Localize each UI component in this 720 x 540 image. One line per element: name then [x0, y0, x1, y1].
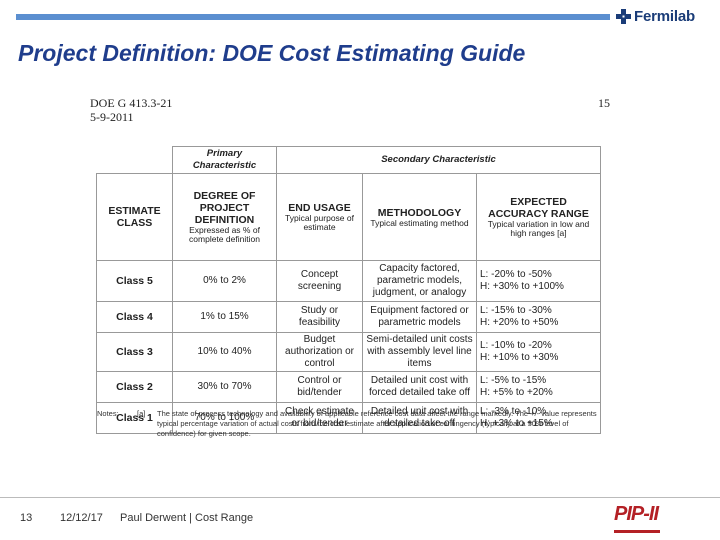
slide-number: 13: [20, 512, 33, 524]
table-row: Class 2 30% to 70% Control or bid/tender…: [96, 371, 601, 403]
definition-cell: 1% to 15%: [172, 301, 277, 333]
slide-date: 12/12/17: [60, 512, 103, 524]
fermilab-mark-icon: [616, 9, 631, 24]
document-page-number: 15: [598, 96, 610, 110]
accuracy-cell: L: -5% to -15% H: +5% to +20%: [476, 371, 601, 403]
empty-corner-cell: [96, 146, 173, 174]
slide-author: Paul Derwent | Cost Range: [120, 512, 254, 524]
slide-title: Project Definition: DOE Cost Estimating …: [18, 40, 526, 66]
definition-cell: 10% to 40%: [172, 332, 277, 372]
definition-cell: 30% to 70%: [172, 371, 277, 403]
column-header-end-usage: END USAGE Typical purpose of estimate: [276, 173, 363, 261]
accuracy-cell: L: -20% to -50% H: +30% to +100%: [476, 260, 601, 302]
document-reference: DOE G 413.3-21 5-9-2011: [90, 96, 172, 124]
pip-ii-logo: PIP-II: [614, 503, 659, 525]
notes-text: The state of process technology and avai…: [157, 409, 597, 438]
fermilab-logo: Fermilab: [616, 8, 695, 25]
table-column-header-row: ESTIMATE CLASS DEGREE OF PROJECT DEFINIT…: [96, 173, 601, 261]
footer-divider: [0, 497, 720, 498]
table-row: Class 4 1% to 15% Study or feasibility E…: [96, 301, 601, 333]
usage-cell: Control or bid/tender: [276, 371, 363, 403]
usage-cell: Check estimate or bid/tender: [276, 402, 363, 434]
secondary-characteristic-header: Secondary Characteristic: [276, 146, 601, 174]
column-header-methodology: METHODOLOGY Typical estimating method: [362, 173, 477, 261]
estimate-class-table: Primary Characteristic Secondary Charact…: [96, 146, 601, 434]
method-cell: Detailed unit cost with detailed take-of…: [362, 402, 477, 434]
column-header-estimate-class: ESTIMATE CLASS: [96, 173, 173, 261]
method-cell: Capacity factored, parametric models, ju…: [362, 260, 477, 302]
estimate-class-cell: Class 4: [96, 301, 173, 333]
table-row: Class 1 70% to 100% Check estimate or bi…: [96, 402, 601, 434]
usage-cell: Concept screening: [276, 260, 363, 302]
table-group-header-row: Primary Characteristic Secondary Charact…: [96, 146, 601, 174]
usage-cell: Budget authorization or control: [276, 332, 363, 372]
method-cell: Semi-detailed unit costs with assembly l…: [362, 332, 477, 372]
document-header: DOE G 413.3-21 5-9-2011 15: [90, 96, 610, 128]
document-id: DOE G 413.3-21: [90, 96, 173, 110]
top-accent-bar: [16, 14, 610, 20]
accuracy-cell: L: -10% to -20% H: +10% to +30%: [476, 332, 601, 372]
table-row: Class 5 0% to 2% Concept screening Capac…: [96, 260, 601, 302]
notes-label: Notes:: [97, 409, 119, 418]
estimate-class-cell: Class 1: [96, 402, 173, 434]
usage-cell: Study or feasibility: [276, 301, 363, 333]
accuracy-cell: L: -15% to -30% H: +20% to +50%: [476, 301, 601, 333]
document-excerpt: DOE G 413.3-21 5-9-2011 15 Primary Chara…: [90, 96, 610, 434]
method-cell: Equipment factored or parametric models: [362, 301, 477, 333]
column-header-project-definition: DEGREE OF PROJECT DEFINITION Expressed as…: [172, 173, 277, 261]
pip-ii-underline: [614, 530, 660, 533]
accuracy-cell: L: -3% to -10% H: +3% to +15%: [476, 402, 601, 434]
estimate-class-cell: Class 2: [96, 371, 173, 403]
column-header-accuracy-range: EXPECTED ACCURACY RANGE Typical variation…: [476, 173, 601, 261]
estimate-class-cell: Class 3: [96, 332, 173, 372]
notes-marker: [a]: [137, 409, 146, 418]
definition-cell: 0% to 2%: [172, 260, 277, 302]
primary-characteristic-header: Primary Characteristic: [172, 146, 277, 174]
method-cell: Detailed unit cost with forced detailed …: [362, 371, 477, 403]
document-date: 5-9-2011: [90, 110, 134, 124]
logo-text: Fermilab: [634, 8, 695, 25]
definition-cell: 70% to 100%: [172, 402, 277, 434]
table-row: Class 3 10% to 40% Budget authorization …: [96, 332, 601, 372]
estimate-class-cell: Class 5: [96, 260, 173, 302]
